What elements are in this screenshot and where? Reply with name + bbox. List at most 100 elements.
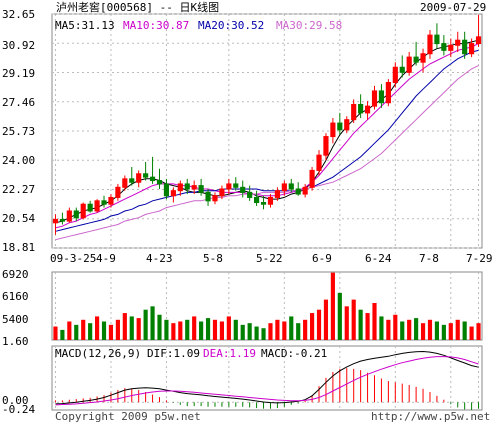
volume-bar (365, 313, 370, 340)
candle-body (66, 210, 72, 222)
macd-lines (55, 350, 479, 406)
candle-body (233, 183, 239, 188)
legend-ma30: MA30:29.58 (276, 19, 343, 32)
candle-body (108, 196, 114, 205)
candle-body (143, 173, 149, 178)
volume-bar (88, 323, 93, 340)
candlestick-series (52, 14, 482, 235)
volume-bar (192, 316, 197, 340)
volume-bar (233, 319, 238, 340)
volume-bar (386, 319, 391, 340)
candle-body (434, 34, 440, 45)
candle-body (184, 183, 190, 190)
volume-bar (372, 302, 377, 340)
candle-body (406, 56, 412, 73)
candle-body (469, 43, 475, 55)
volume-bar (101, 321, 107, 340)
macd-histogram (54, 368, 480, 410)
volume-bar (205, 318, 211, 340)
price-tick: 27.46 (2, 96, 36, 109)
date-tick: 09-3-25 (50, 252, 97, 265)
volume-bar (136, 318, 141, 340)
candle-body (191, 185, 197, 190)
candle-body (448, 44, 454, 51)
volume-bar (358, 309, 363, 340)
candle-body (427, 34, 433, 55)
macd-tick: -0.24 (2, 403, 36, 416)
dif-line (55, 350, 479, 405)
candle-body (205, 191, 211, 202)
volume-bar (261, 328, 266, 340)
footer-url: http://www.p5w.net (371, 410, 491, 423)
volume-bar (420, 323, 426, 340)
volume-bar (129, 316, 134, 340)
volume-bar (323, 299, 329, 340)
volume-bar (441, 324, 446, 340)
price-tick: 24.00 (2, 154, 36, 167)
price-tick: 30.92 (2, 39, 36, 52)
price-tick: 18.81 (2, 241, 36, 254)
volume-bar (178, 321, 183, 340)
candle-body (129, 178, 135, 183)
panel-frame (51, 345, 483, 411)
volume-bar (400, 321, 405, 340)
volume-bar (310, 313, 315, 340)
candle-body (247, 191, 253, 198)
volume-bar (282, 321, 287, 340)
volume-bar (296, 323, 301, 340)
candle-body (87, 203, 93, 212)
legend-ma20: MA20:30.52 (198, 19, 265, 32)
volume-bar (74, 324, 79, 340)
volume-bar (240, 324, 245, 340)
candle-body (198, 185, 204, 193)
date-tick: 7-29 (466, 252, 493, 265)
candle-body (337, 122, 343, 131)
candle-body (80, 203, 86, 219)
candle-body (392, 66, 398, 83)
legend-ma10: MA10:30.87 (123, 19, 190, 32)
volume-bar (115, 319, 120, 340)
legend-ma5: MA5:31.13 (55, 19, 115, 32)
volume-bar (199, 321, 204, 340)
volume-bar (469, 326, 474, 340)
candle-body (101, 200, 107, 205)
volume-bar (351, 299, 356, 340)
candle-body (267, 196, 274, 205)
volume-bar (289, 316, 294, 340)
volume-bar (476, 323, 481, 340)
candle-body (240, 186, 246, 193)
date-tick: 6-9 (312, 252, 332, 265)
candle-body (378, 90, 385, 104)
volume-bar (185, 319, 190, 340)
candle-body (323, 136, 329, 156)
volume-bar (81, 319, 86, 340)
volume-bar (393, 314, 398, 340)
candle-body (212, 195, 218, 202)
volume-bar (379, 316, 384, 340)
chart-date: 2009-07-29 (420, 1, 487, 14)
volume-bar (122, 313, 127, 340)
candle-body (413, 56, 419, 63)
volume-bar (254, 326, 259, 340)
candle-body (364, 105, 371, 114)
candle-body (136, 173, 142, 183)
macd-dif-label: DIF:1.09 (147, 347, 200, 360)
macd-value-label: MACD:-0.21 (261, 347, 328, 360)
candle-body (344, 119, 350, 131)
candle-body (358, 103, 364, 114)
candle-body (170, 190, 176, 197)
candle-body (455, 39, 461, 46)
ma-line-ma20 (55, 49, 479, 232)
volume-tick: 5400 (2, 313, 29, 326)
candle-body (420, 53, 426, 63)
candle-body (330, 122, 336, 138)
volume-bar (434, 321, 439, 340)
candle-body (52, 218, 59, 224)
date-tick: 4-23 (146, 252, 173, 265)
volume-bar (268, 323, 273, 340)
date-tick: 6-24 (365, 252, 392, 265)
candle-body (441, 43, 447, 51)
candle-body (316, 154, 322, 171)
volume-bar (226, 316, 231, 340)
candle-body (115, 186, 121, 198)
